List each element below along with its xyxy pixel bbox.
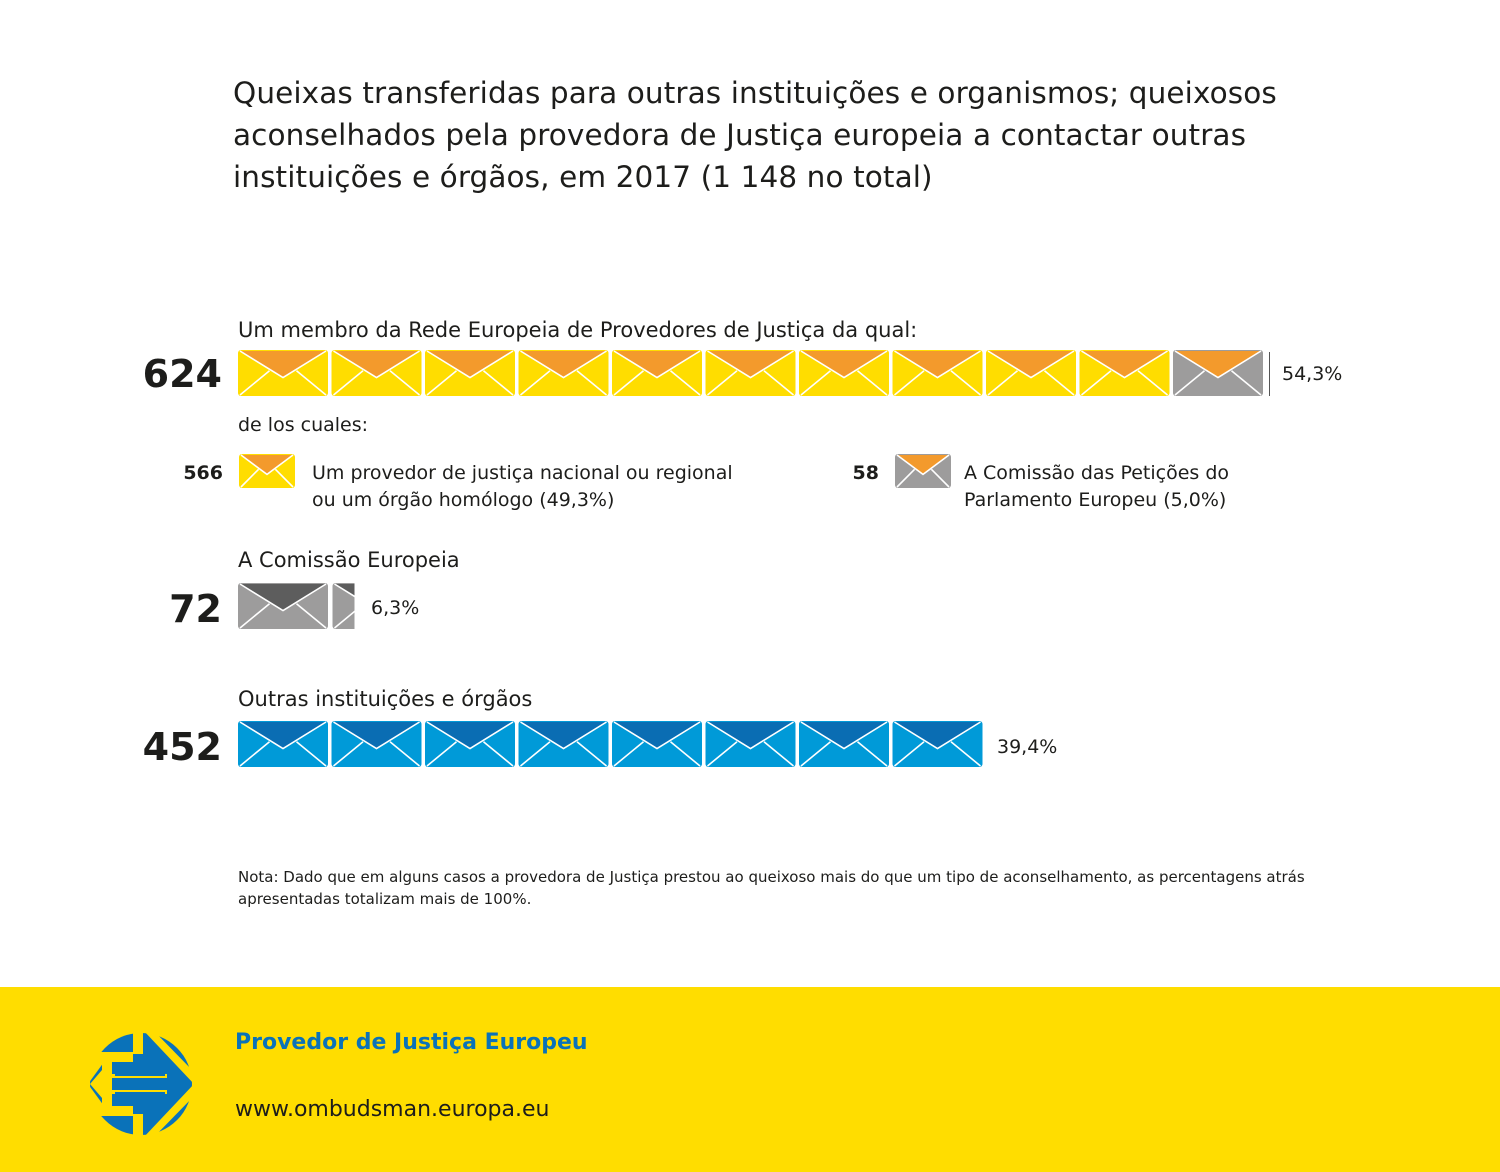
envelope-icon (892, 721, 983, 767)
envelope-icon (612, 350, 702, 396)
envelope-icon-partial (332, 583, 355, 629)
envelope-icon-national (239, 454, 295, 488)
legend-text-national: Um provedor de justiça nacional ou regio… (312, 460, 733, 514)
envelope-icon (238, 583, 328, 629)
envelope-icon (518, 350, 609, 396)
envelope-icon (799, 350, 889, 396)
footer-url-link[interactable]: www.ombudsman.europa.eu (235, 1097, 550, 1122)
category-label-other: Outras instituições e órgãos (238, 687, 533, 711)
envelope-icon (518, 721, 609, 767)
chart-title: Queixas transferidas para outras institu… (233, 76, 1277, 194)
envelope-icon (425, 721, 515, 767)
envelope-icon (238, 721, 328, 767)
envelope-icon (1079, 350, 1170, 396)
envelope-icon-petitions (895, 454, 951, 488)
envelope-icon (425, 350, 515, 396)
value-commission: 72 (169, 587, 222, 631)
legend-text-petitions-line1: A Comissão das Petições do (964, 462, 1230, 484)
envelope-icon (1173, 350, 1263, 396)
ombudsman-logo-icon (88, 1030, 194, 1138)
legend-text-petitions-line2: Parlamento Europeu (5,0%) (964, 489, 1227, 511)
envelope-row-network (238, 350, 1263, 396)
envelope-icon (612, 721, 702, 767)
envelope-icon (799, 721, 889, 767)
row-end-separator (1269, 352, 1270, 396)
percent-commission: 6,3% (371, 597, 420, 619)
value-other: 452 (142, 725, 222, 769)
envelope-icon-legend (239, 454, 295, 488)
envelope-icon (705, 721, 796, 767)
envelope-icon (705, 350, 796, 396)
legend-text-petitions: A Comissão das Petições do Parlamento Eu… (964, 460, 1229, 514)
envelope-icon (331, 350, 422, 396)
footer-org-name: Provedor de Justiça Europeu (235, 1030, 588, 1055)
legend-value-petitions: 58 (852, 462, 879, 484)
value-network: 624 (142, 352, 222, 396)
percent-network: 54,3% (1282, 363, 1343, 385)
footer-band (0, 987, 1500, 1172)
envelope-icon (331, 721, 422, 767)
envelope-icon (892, 350, 983, 396)
footnote: Nota: Dado que em alguns casos a provedo… (238, 868, 1305, 908)
legend-value-national: 566 (183, 462, 223, 484)
category-label-network: Um membro da Rede Europeia de Provedores… (238, 318, 918, 342)
legend-text-national-line1: Um provedor de justiça nacional ou regio… (312, 462, 733, 484)
envelope-icon-legend (895, 454, 951, 488)
legend-text-national-line2: ou um órgão homólogo (49,3%) (312, 489, 615, 511)
envelope-row-commission (238, 583, 355, 629)
envelope-icon (986, 350, 1076, 396)
percent-other: 39,4% (997, 736, 1058, 758)
envelope-row-other (238, 721, 983, 767)
category-label-commission: A Comissão Europeia (238, 548, 460, 572)
envelope-icon (238, 350, 328, 396)
breakdown-label: de los cuales: (238, 414, 369, 436)
